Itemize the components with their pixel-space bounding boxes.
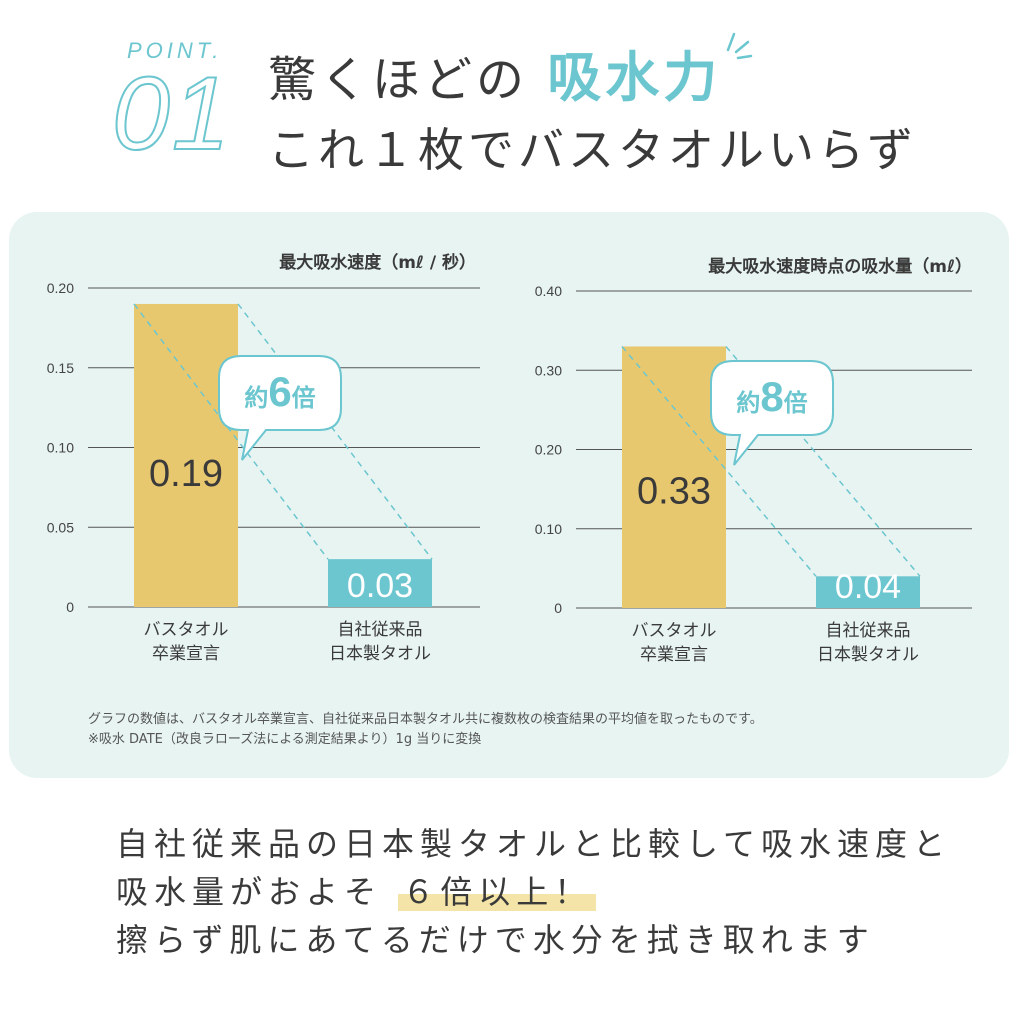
note-line1: グラフの数値は、バスタオル卒業宣言、自社従来品日本製タオル共に複数枚の検査結果の… [88, 712, 763, 727]
body-line3: 擦らず肌にあてるだけで水分を拭き取れます [116, 921, 875, 959]
headline-accent: 吸水力 [547, 46, 722, 109]
y-tick-label-0-4: 0.20 [47, 280, 74, 296]
point-number: 01 [111, 56, 232, 172]
category-label-0-0-1: 卒業宣言 [152, 644, 220, 664]
y-tick-label-0-3: 0.15 [47, 360, 74, 376]
y-tick-label-1-0: 0 [554, 600, 562, 616]
connector-right-0 [237, 303, 433, 560]
body-line2: 吸水量がおよそ ６倍以上！ [116, 870, 597, 914]
category-label-1-1-0: 自社従来品 [826, 621, 911, 641]
y-tick-label-1-1: 0.10 [535, 521, 562, 537]
category-label-0-1-1: 日本製タオル [329, 644, 431, 664]
y-tick-label-0-2: 0.10 [47, 440, 74, 456]
bar-0-0 [134, 303, 238, 607]
headline-line1: 驚くほどの 吸水力 [268, 48, 721, 110]
bar-0-1 [328, 559, 432, 607]
bar-1-0 [622, 346, 726, 608]
point-label: POINT. [127, 38, 223, 63]
connector-left-0 [133, 303, 329, 560]
y-tick-label-0-1: 0.05 [47, 519, 74, 535]
callout-bubble-1 [710, 360, 834, 466]
body-line2-highlight: ６倍以上！ [398, 873, 597, 911]
y-tick-label-1-2: 0.20 [535, 442, 562, 458]
body-line1: 自社従来品の日本製タオルと比較して吸水速度と [116, 825, 952, 863]
y-tick-label-0-0: 0 [66, 599, 74, 615]
category-label-1-1-1: 日本製タオル [817, 645, 919, 665]
value-label-1-0: 0.33 [637, 470, 711, 512]
body-line2-prefix: 吸水量がおよそ [116, 873, 383, 911]
value-label-0-0: 0.19 [149, 453, 223, 495]
value-label-1-1: 0.04 [835, 568, 901, 606]
callout-bubble-0 [218, 355, 342, 461]
category-label-1-0-0: バスタオル [632, 621, 717, 641]
note-line2: ※吸水 DATE（改良ラローズ法による測定結果より）1g 当りに変換 [88, 732, 482, 747]
y-tick-label-1-4: 0.40 [535, 283, 562, 299]
headline-line2: これ１枚でバスタオルいらず [268, 123, 918, 177]
headline-prefix: 驚くほどの [268, 52, 529, 108]
y-tick-label-1-3: 0.30 [535, 362, 562, 378]
bar-1-1 [816, 576, 920, 608]
category-label-1-0-1: 卒業宣言 [640, 645, 708, 665]
category-label-0-1-0: 自社従来品 [338, 620, 423, 640]
category-label-0-0-0: バスタオル [144, 620, 229, 640]
chart-title-0: 最大吸水速度（mℓ / 秒） [279, 252, 476, 273]
callout-text-1: 約8倍 [736, 373, 807, 420]
chart-title-1: 最大吸水速度時点の吸水量（mℓ） [708, 256, 972, 277]
value-label-0-1: 0.03 [347, 567, 413, 605]
sparkle-icon [726, 32, 753, 60]
callout-text-0: 約6倍 [244, 368, 315, 415]
